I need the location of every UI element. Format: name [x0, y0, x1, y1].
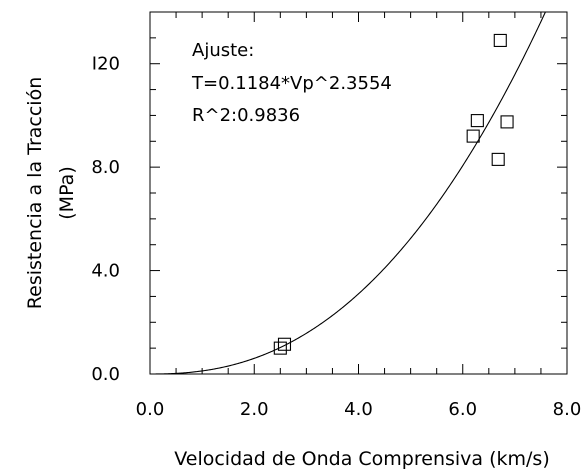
x-tick-label: 6.0 [448, 399, 477, 420]
y-axis-title-line-1: Resistencia a la Tracción [24, 77, 46, 309]
y-tick-label: I20 [92, 54, 120, 75]
x-tick-label: 2.0 [240, 399, 269, 420]
y-axis-title-line-2: (MPa) [56, 166, 78, 219]
annotation-line-2: T=0.1184*Vp^2.3554 [191, 73, 392, 94]
data-point [493, 33, 507, 47]
x-axis-title: Velocidad de Onda Comprensiva (km/s) [174, 448, 550, 470]
data-point [470, 114, 484, 128]
y-tick-label: 4.0 [91, 261, 120, 282]
scatter-points-layer [273, 33, 514, 355]
data-point [277, 337, 292, 351]
data-point [273, 341, 287, 355]
data-point [466, 129, 480, 143]
fit-curve [150, 12, 547, 374]
y-tick-label: 8.0 [91, 157, 120, 178]
x-tick-label: 4.0 [344, 399, 373, 420]
fit-curve-layer [150, 12, 547, 374]
annotation-line-1: Ajuste: [192, 40, 254, 61]
plot-frame [149, 11, 568, 375]
plot-area [149, 11, 568, 375]
y-axis-title: Resistencia a la Tracción (MPa) [24, 77, 78, 309]
fit-annotation: Ajuste: T=0.1184*Vp^2.3554 R^2:0.9836 [191, 40, 392, 126]
data-point [491, 152, 505, 166]
x-axis-ticks: 0.0 2.0 4.0 6.0 8.0 [136, 12, 581, 420]
x-tick-label: 8.0 [553, 399, 581, 420]
annotation-line-3: R^2:0.9836 [192, 105, 300, 126]
y-axis-ticks: 0.0 4.0 8.0 I20 [91, 11, 567, 385]
data-point [500, 115, 514, 129]
x-tick-label: 0.0 [136, 399, 165, 420]
y-tick-label: 0.0 [91, 364, 120, 385]
